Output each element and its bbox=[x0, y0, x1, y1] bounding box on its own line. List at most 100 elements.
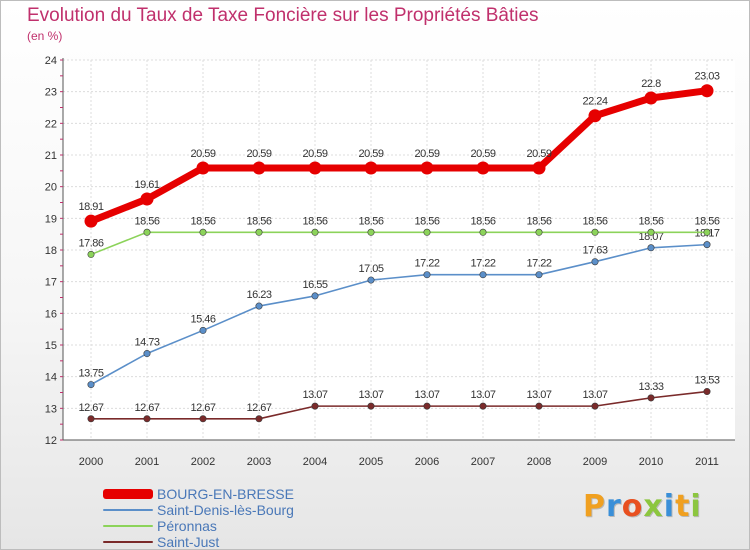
data-point bbox=[591, 258, 599, 266]
series-2: 17.86 18.56 18.56 18.56 18.56 18.56 18.56 18.56… bbox=[78, 215, 720, 258]
data-point bbox=[476, 161, 490, 175]
logo-letter: x bbox=[643, 489, 664, 524]
data-label: 13.07 bbox=[470, 389, 495, 401]
data-label: 20.59 bbox=[190, 148, 215, 160]
data-label: 17.86 bbox=[78, 237, 103, 249]
series-1: 13.75 14.73 15.46 16.23 16.55 17.05 17.22 17.22… bbox=[78, 228, 720, 389]
data-point bbox=[143, 350, 151, 358]
data-point bbox=[423, 402, 431, 410]
y-tick-label: 17 bbox=[45, 277, 57, 289]
data-label: 20.59 bbox=[526, 148, 551, 160]
y-tick-label: 21 bbox=[45, 150, 57, 162]
data-label: 22.8 bbox=[641, 78, 661, 90]
logo-letter: P bbox=[583, 489, 606, 524]
data-label: 18.56 bbox=[190, 215, 215, 227]
data-point bbox=[703, 241, 711, 249]
data-point bbox=[87, 250, 95, 258]
data-label: 18.56 bbox=[638, 215, 663, 227]
data-point bbox=[647, 394, 655, 402]
x-tick-label: 2001 bbox=[135, 456, 159, 468]
logo-letter: r bbox=[606, 489, 622, 524]
data-point bbox=[644, 91, 658, 105]
legend-swatch bbox=[103, 489, 153, 499]
data-point bbox=[420, 161, 434, 175]
data-label: 15.46 bbox=[190, 313, 215, 325]
data-point bbox=[535, 228, 543, 236]
data-label: 16.55 bbox=[302, 279, 327, 291]
data-point bbox=[700, 84, 714, 98]
data-label: 13.07 bbox=[414, 389, 439, 401]
data-point bbox=[252, 161, 266, 175]
data-label: 22.24 bbox=[582, 96, 607, 108]
data-label: 18.56 bbox=[302, 215, 327, 227]
data-label: 13.07 bbox=[358, 389, 383, 401]
data-label: 13.33 bbox=[638, 381, 663, 393]
chart-title: Evolution du Taux de Taxe Foncière sur l… bbox=[27, 5, 539, 26]
x-tick-label: 2011 bbox=[695, 456, 719, 468]
data-label: 18.56 bbox=[358, 215, 383, 227]
series-line bbox=[90, 243, 708, 386]
legend-swatch bbox=[103, 525, 153, 527]
data-label: 18.56 bbox=[582, 215, 607, 227]
data-point bbox=[703, 388, 711, 396]
data-label: 19.61 bbox=[134, 179, 159, 191]
y-tick-label: 16 bbox=[45, 308, 57, 320]
y-tick-label: 12 bbox=[45, 435, 57, 447]
data-label: 20.59 bbox=[302, 148, 327, 160]
x-tick-label: 2005 bbox=[359, 456, 383, 468]
data-label: 12.67 bbox=[78, 402, 103, 414]
data-label: 17.22 bbox=[414, 258, 439, 270]
data-point bbox=[591, 228, 599, 236]
y-tick-label: 23 bbox=[45, 87, 57, 99]
data-point bbox=[423, 271, 431, 279]
data-label: 18.56 bbox=[470, 215, 495, 227]
data-point bbox=[196, 161, 210, 175]
legend-label: Péronnas bbox=[157, 518, 217, 534]
series-3: 12.67 12.67 12.67 12.67 13.07 13.07 13.07 13.07… bbox=[78, 375, 720, 423]
data-point bbox=[535, 402, 543, 410]
data-point bbox=[311, 228, 319, 236]
data-label: 17.22 bbox=[526, 258, 551, 270]
data-label: 17.22 bbox=[470, 258, 495, 270]
data-label: 20.59 bbox=[358, 148, 383, 160]
data-label: 12.67 bbox=[134, 402, 159, 414]
data-point bbox=[367, 402, 375, 410]
data-label: 20.59 bbox=[246, 148, 271, 160]
legend-label: BOURG-EN-BRESSE bbox=[157, 486, 294, 502]
data-point bbox=[87, 415, 95, 423]
data-point bbox=[143, 415, 151, 423]
data-point bbox=[535, 271, 543, 279]
data-label: 13.07 bbox=[302, 389, 327, 401]
y-tick-label: 14 bbox=[45, 372, 57, 384]
data-label: 20.59 bbox=[470, 148, 495, 160]
data-label: 18.56 bbox=[526, 215, 551, 227]
series-line bbox=[87, 87, 711, 225]
data-label: 17.63 bbox=[582, 245, 607, 257]
y-axis-unit-label: (en %) bbox=[27, 29, 63, 43]
legend-label: Saint-Denis-lès-Bourg bbox=[157, 502, 294, 518]
data-point bbox=[367, 228, 375, 236]
data-label: 14.73 bbox=[134, 337, 159, 349]
legend-swatch bbox=[103, 541, 153, 543]
data-label: 16.23 bbox=[246, 289, 271, 301]
data-point bbox=[703, 228, 711, 236]
data-point bbox=[479, 228, 487, 236]
logo-letter: i bbox=[663, 489, 676, 524]
data-point bbox=[255, 302, 263, 310]
series-0: 18.91 19.61 20.59 20.59 20.59 20.59 20.59 20.59… bbox=[78, 71, 720, 228]
data-label: 13.53 bbox=[694, 375, 719, 387]
x-tick-label: 2002 bbox=[191, 456, 215, 468]
data-point bbox=[311, 402, 319, 410]
y-tick-label: 24 bbox=[45, 55, 57, 67]
data-label: 18.56 bbox=[134, 215, 159, 227]
x-tick-label: 2004 bbox=[303, 456, 327, 468]
data-point bbox=[532, 161, 546, 175]
data-label: 18.91 bbox=[78, 201, 103, 213]
data-label: 18.56 bbox=[694, 215, 719, 227]
data-point bbox=[591, 402, 599, 410]
series-line bbox=[90, 231, 708, 256]
data-point bbox=[255, 415, 263, 423]
data-label: 13.07 bbox=[582, 389, 607, 401]
logo-letter: t bbox=[675, 489, 691, 524]
